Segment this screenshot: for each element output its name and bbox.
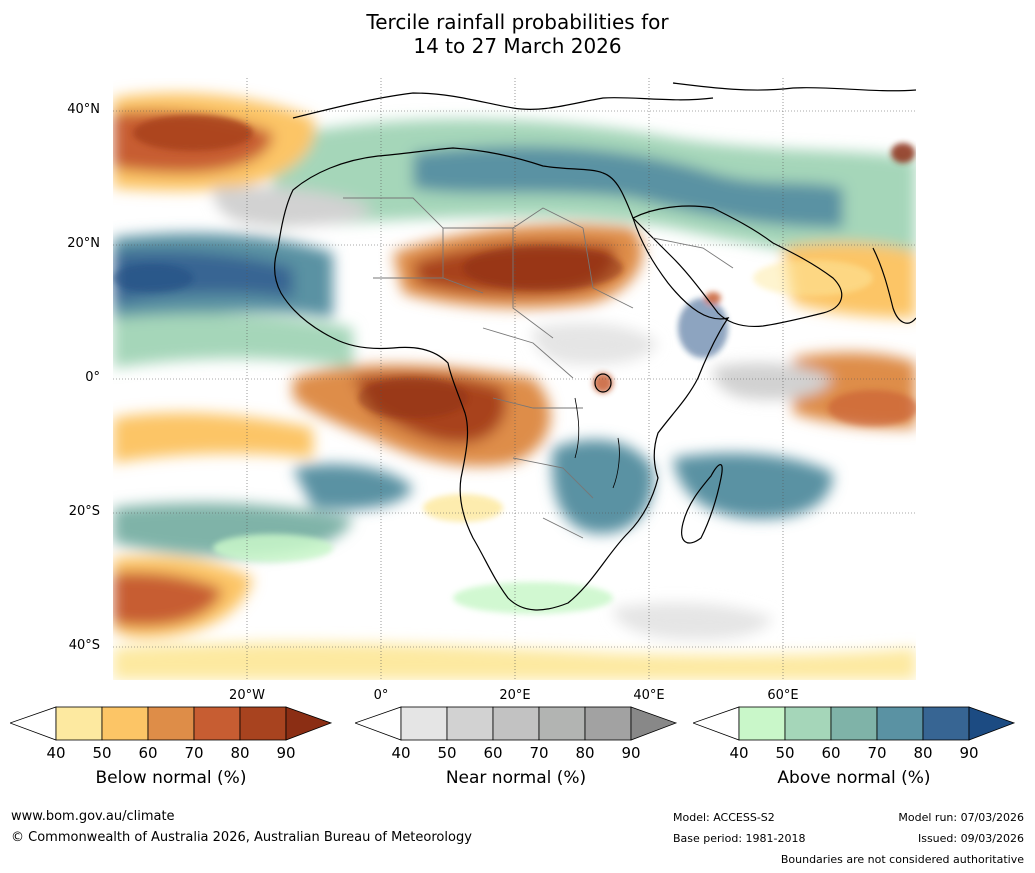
- map-canvas: [113, 78, 916, 680]
- colorbar-above-swatches: [693, 706, 1015, 741]
- below-swatch-lt40: [10, 706, 57, 741]
- above-tick-80: 80: [913, 744, 933, 762]
- below-swatch-40-50: [55, 706, 103, 741]
- issued-date: Issued: 09/03/2026: [917, 832, 1024, 845]
- near-swatch-70-80: [538, 706, 586, 741]
- lon-label-40e: 40°E: [633, 688, 665, 703]
- above-tick-90: 90: [959, 744, 979, 762]
- near-tick-50: 50: [437, 744, 457, 762]
- near-swatch-80-90: [584, 706, 632, 741]
- below-tick-60: 60: [138, 744, 158, 762]
- near-legend-title: Near normal (%): [445, 768, 587, 788]
- lon-label-60e: 60°E: [767, 688, 799, 703]
- above-tick-70: 70: [867, 744, 887, 762]
- above-tick-50: 50: [775, 744, 795, 762]
- forecast-map: 40°N 20°N 0° 20°S 40°S: [67, 78, 916, 680]
- lakes: [574, 397, 620, 489]
- below-swatch-70-80: [193, 706, 241, 741]
- model-name: Model: ACCESS-S2: [673, 811, 775, 824]
- near-tick-80: 80: [575, 744, 595, 762]
- colorbar-above: 40 50 60 70 80 90 Above normal (%): [693, 706, 1015, 796]
- near-tick-60: 60: [483, 744, 503, 762]
- chart-title: Tercile rainfall probabilities for 14 to…: [0, 10, 1035, 58]
- near-tick-70: 70: [529, 744, 549, 762]
- below-tick-80: 80: [230, 744, 250, 762]
- below-legend-title: Below normal (%): [95, 768, 247, 788]
- probability-detail: [113, 115, 916, 614]
- above-swatch-lt40: [693, 706, 740, 741]
- near-swatch-60-70: [492, 706, 540, 741]
- above-swatch-gt90: [968, 706, 1015, 741]
- near-swatch-lt40: [355, 706, 402, 741]
- lat-label-20s: 20°S: [68, 504, 100, 519]
- colorbar-below: 40 50 60 70 80 90 Below normal (%): [10, 706, 332, 796]
- title-line-2: 14 to 27 March 2026: [413, 34, 622, 58]
- below-swatch-60-70: [147, 706, 195, 741]
- model-run-date: Model run: 07/03/2026: [898, 811, 1024, 824]
- lat-label-40s: 40°S: [68, 638, 100, 653]
- below-swatch-gt90: [285, 706, 332, 741]
- above-legend-title: Above normal (%): [777, 768, 931, 788]
- lon-label-20e: 20°E: [499, 688, 531, 703]
- lat-label-0: 0°: [85, 370, 100, 385]
- base-period: Base period: 1981-2018: [673, 832, 806, 845]
- above-tick-60: 60: [821, 744, 841, 762]
- above-swatch-70-80: [876, 706, 924, 741]
- above-swatch-40-50: [738, 706, 786, 741]
- title-line-1: Tercile rainfall probabilities for: [366, 10, 669, 34]
- above-swatch-80-90: [922, 706, 970, 741]
- lon-label-0: 0°: [373, 688, 389, 703]
- above-swatch-50-60: [784, 706, 832, 741]
- lat-label-20n: 20°N: [67, 236, 100, 251]
- lon-label-20w: 20°W: [229, 688, 265, 703]
- graticule: [113, 78, 916, 680]
- coastlines: [274, 82, 916, 611]
- below-tick-90: 90: [276, 744, 296, 762]
- boundary-disclaimer: Boundaries are not considered authoritat…: [780, 853, 1024, 866]
- near-swatch-gt90: [630, 706, 677, 741]
- colorbar-below-swatches: [10, 706, 332, 741]
- colorbar-near-swatches: [355, 706, 677, 741]
- below-swatch-50-60: [101, 706, 149, 741]
- near-tick-40: 40: [391, 744, 411, 762]
- near-swatch-50-60: [446, 706, 494, 741]
- below-swatch-80-90: [239, 706, 287, 741]
- below-tick-40: 40: [46, 744, 66, 762]
- above-tick-40: 40: [729, 744, 749, 762]
- country-borders: [343, 197, 734, 539]
- lat-label-40n: 40°N: [67, 102, 100, 117]
- below-tick-50: 50: [92, 744, 112, 762]
- below-tick-70: 70: [184, 744, 204, 762]
- website-link[interactable]: www.bom.gov.au/climate: [11, 809, 175, 824]
- above-swatch-60-70: [830, 706, 878, 741]
- near-swatch-40-50: [400, 706, 448, 741]
- colorbar-near: 40 50 60 70 80 90 Near normal (%): [355, 706, 677, 796]
- copyright-notice: © Commonwealth of Australia 2026, Austra…: [11, 830, 472, 845]
- near-tick-90: 90: [621, 744, 641, 762]
